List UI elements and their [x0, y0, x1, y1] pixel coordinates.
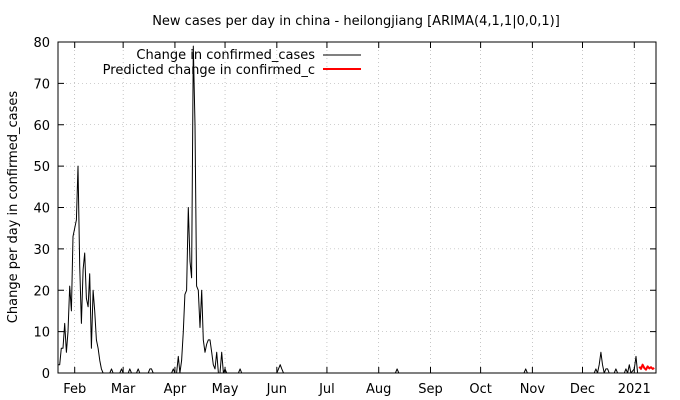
y-tick-label: 0	[42, 367, 50, 382]
x-tick-label: Feb	[63, 382, 86, 397]
legend: Change in confirmed_cases Predicted chan…	[103, 48, 361, 78]
y-tick-label: 40	[33, 202, 50, 217]
y-tick-label: 30	[33, 243, 50, 258]
x-tick-label: Sep	[418, 382, 443, 397]
x-tick-label: May	[212, 382, 239, 397]
y-tick-label: 10	[33, 326, 50, 341]
x-tick-label: Mar	[111, 382, 136, 397]
series-line-predicted	[638, 363, 655, 371]
legend-label-actual: Change in confirmed_cases	[136, 48, 315, 63]
y-tick-label: 70	[33, 77, 50, 92]
x-tick-label: Dec	[570, 382, 595, 397]
legend-label-predicted: Predicted change in confirmed_c	[103, 63, 315, 78]
x-tick-label: Apr	[164, 382, 187, 397]
chart-title: New cases per day in china - heilongjian…	[152, 14, 560, 29]
x-tick-label: 2021	[618, 382, 651, 397]
x-tick-label: Jun	[266, 382, 287, 397]
y-axis-label: Change per day in confirmed_cases	[6, 91, 21, 324]
series-line-actual	[58, 45, 639, 374]
axis-ticks: 0 10 20 30 40 50 60 70 80 Feb Mar Apr May Jun Jul Aug Se…	[33, 36, 656, 397]
series-group	[58, 45, 655, 374]
x-tick-label: Nov	[520, 382, 546, 397]
x-tick-label: Jul	[318, 382, 335, 397]
y-tick-label: 60	[33, 119, 50, 134]
y-tick-label: 20	[33, 284, 50, 299]
y-tick-label: 50	[33, 160, 50, 175]
grid	[58, 42, 656, 373]
y-tick-label: 80	[33, 36, 50, 51]
x-tick-label: Aug	[366, 382, 391, 397]
x-tick-label: Oct	[469, 382, 491, 397]
